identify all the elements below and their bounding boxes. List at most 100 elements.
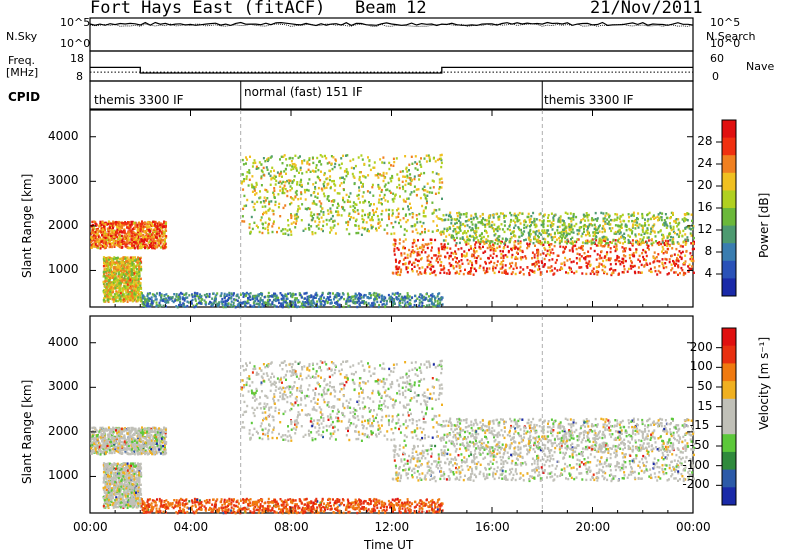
power-point [273,174,276,178]
power-point [538,268,541,271]
power-point [345,174,348,178]
power-point [427,263,430,267]
power-point [116,296,119,299]
power-point [116,235,118,239]
power-point [500,261,503,264]
power-point [674,264,677,267]
power-point [125,280,128,284]
power-point [480,236,483,239]
power-point [357,224,360,228]
power-point [374,174,377,177]
power-point [362,201,365,204]
power-point [118,257,121,261]
power-point [388,208,391,212]
power-point [120,257,123,261]
power-point [332,220,335,223]
power-point [644,221,646,225]
power-point [512,219,515,222]
power-point [175,298,178,302]
power-point [260,169,263,172]
power-point [688,263,691,266]
power-point [102,222,105,226]
power-point [597,241,600,244]
power-point [125,297,128,301]
power-point [286,301,288,305]
power-point [332,226,335,229]
power-point [311,169,314,172]
power-point [194,299,197,302]
power-point [424,231,426,234]
power-point [103,243,106,247]
power-point [585,212,588,215]
power-point [361,214,364,217]
power-point [399,273,402,277]
power-point [99,236,102,239]
power-point [658,265,661,268]
power-point [124,269,127,273]
power-point [198,300,201,303]
power-point [420,272,423,275]
power-point [329,175,332,178]
power-point [133,269,136,272]
power-point [410,155,413,158]
power-point [94,231,97,234]
power-point [577,232,580,235]
power-point [115,243,118,247]
power-point [236,304,239,307]
power-point [186,296,189,299]
power-point [243,204,246,208]
power-point [396,209,399,212]
power-point [524,255,527,258]
power-point [338,298,341,301]
power-point [597,244,600,247]
power-point [407,262,410,265]
power-point [560,267,563,270]
power-point [409,178,412,181]
power-point [144,225,147,228]
power-point [415,214,418,217]
power-point [358,186,360,189]
power-point [627,234,630,237]
power-point [672,213,674,216]
power-point [307,226,310,230]
power-point [117,222,120,225]
power-point [308,178,311,181]
power-point [125,260,127,264]
power-point [338,292,341,296]
power-point [149,232,152,236]
power-point [219,294,222,298]
power-point [674,220,677,223]
power-point [154,228,157,231]
power-point [349,192,352,195]
power-point [112,224,114,228]
power-point [336,213,339,217]
power-point [443,271,446,274]
power-point [617,256,620,259]
power-point [376,174,379,177]
power-point [243,179,245,183]
power-point [550,236,553,239]
power-point [677,264,680,267]
power-point [440,158,443,162]
power-point [397,215,400,218]
power-point [395,157,398,160]
power-point [326,209,329,212]
power-point [422,305,425,308]
power-point [93,220,95,223]
power-point [162,234,165,237]
power-point [145,245,148,249]
power-point [132,289,135,293]
power-point [646,263,649,266]
power-point [438,251,441,254]
power-point [399,195,401,198]
power-point [488,220,491,223]
power-point [504,264,507,267]
power-point [443,244,446,247]
power-point [133,289,136,292]
power-point [165,235,168,238]
power-point [156,238,159,241]
power-point [427,229,430,232]
power-point [447,218,450,221]
power-point [129,283,132,287]
power-point [646,228,649,232]
